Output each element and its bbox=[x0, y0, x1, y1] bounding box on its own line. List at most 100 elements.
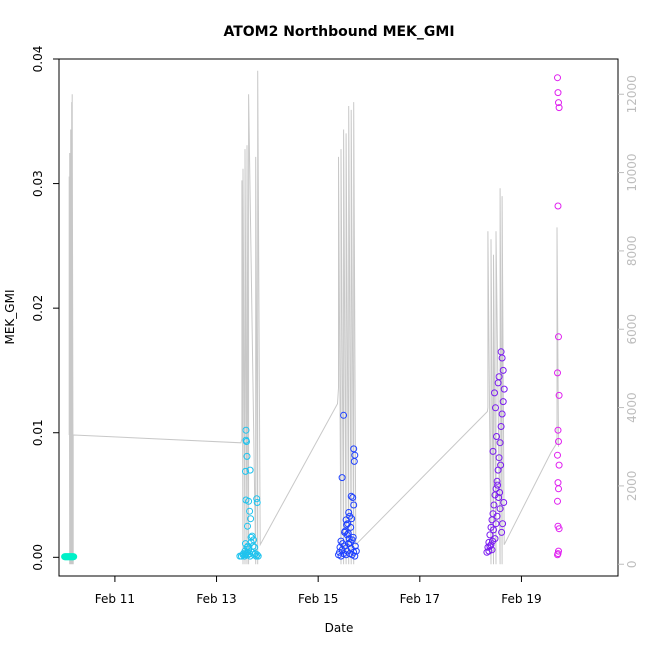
data-point bbox=[498, 528, 506, 536]
data-point bbox=[347, 492, 355, 500]
data-point bbox=[554, 89, 562, 97]
data-point bbox=[350, 457, 358, 465]
data-point bbox=[492, 404, 499, 412]
data-point bbox=[493, 477, 501, 485]
line-series-layer bbox=[68, 70, 559, 565]
data-point bbox=[489, 537, 496, 545]
y-left-tick-label: 0.03 bbox=[31, 170, 45, 197]
data-point bbox=[497, 423, 505, 430]
data-point bbox=[497, 461, 505, 469]
data-point bbox=[244, 542, 252, 550]
data-point bbox=[494, 481, 502, 489]
data-point bbox=[348, 515, 356, 523]
data-point bbox=[495, 454, 503, 462]
data-point bbox=[555, 391, 563, 399]
data-point bbox=[493, 433, 500, 440]
data-point bbox=[554, 497, 561, 505]
plot-box bbox=[58, 58, 619, 577]
data-point bbox=[555, 525, 563, 533]
y-left-tick-label: 0.04 bbox=[31, 46, 45, 73]
points-layer bbox=[61, 74, 563, 561]
data-point bbox=[554, 74, 561, 82]
data-point bbox=[492, 520, 500, 528]
data-point bbox=[352, 547, 360, 555]
y-left-tick-label: 0.01 bbox=[31, 419, 45, 446]
data-point bbox=[554, 451, 561, 459]
data-point bbox=[485, 547, 493, 555]
data-point bbox=[246, 466, 254, 474]
data-point bbox=[495, 373, 503, 381]
data-point bbox=[338, 474, 346, 482]
y-right-tick-label: 8000 bbox=[625, 236, 639, 267]
y-right-tick-label: 10000 bbox=[625, 153, 639, 191]
data-point bbox=[336, 543, 344, 551]
x-tick-label: Feb 13 bbox=[196, 592, 236, 606]
data-point bbox=[499, 520, 507, 528]
data-point bbox=[490, 526, 497, 534]
data-point bbox=[488, 546, 496, 554]
data-point bbox=[253, 551, 261, 559]
data-point bbox=[554, 202, 562, 210]
data-point bbox=[341, 528, 349, 536]
data-point bbox=[344, 530, 352, 538]
data-point bbox=[251, 543, 259, 551]
x-tick-label: Feb 19 bbox=[501, 592, 541, 606]
data-point bbox=[499, 366, 507, 374]
x-tick-label: Feb 17 bbox=[400, 592, 440, 606]
data-point bbox=[554, 551, 561, 559]
data-point bbox=[244, 522, 251, 530]
data-point bbox=[351, 552, 359, 560]
y-axis-right: 0 2000 4000 6000 8000 10000 12000 bbox=[618, 75, 639, 568]
data-point bbox=[489, 447, 497, 455]
data-point bbox=[554, 369, 561, 377]
data-point bbox=[486, 531, 494, 539]
data-point bbox=[487, 541, 495, 549]
y-right-tick-label: 2000 bbox=[625, 471, 639, 502]
data-point bbox=[496, 505, 504, 513]
y-right-tick-label: 12000 bbox=[625, 75, 639, 113]
data-point bbox=[554, 479, 562, 487]
data-point bbox=[348, 536, 356, 544]
data-point bbox=[343, 521, 351, 529]
data-point bbox=[350, 501, 358, 509]
y-axis-label: MEK_GMI bbox=[3, 290, 17, 345]
x-tick-label: Feb 11 bbox=[95, 592, 135, 606]
data-point bbox=[495, 494, 503, 501]
data-point bbox=[492, 485, 500, 493]
data-point bbox=[252, 552, 260, 560]
data-point bbox=[340, 411, 348, 419]
x-axis-label: Date bbox=[325, 621, 354, 635]
data-point bbox=[499, 398, 507, 406]
data-point bbox=[498, 410, 506, 418]
data-point bbox=[250, 536, 258, 544]
data-point bbox=[253, 495, 261, 503]
data-point bbox=[246, 507, 254, 515]
data-point bbox=[555, 547, 562, 555]
y-right-tick-label: 4000 bbox=[625, 392, 639, 423]
data-point bbox=[345, 509, 353, 516]
data-point bbox=[243, 438, 250, 445]
data-point bbox=[248, 532, 256, 540]
x-axis: Feb 11 Feb 13 Feb 15 Feb 17 Feb 19 bbox=[95, 576, 542, 606]
line-series bbox=[68, 70, 559, 565]
y-left-tick-label: 0.02 bbox=[31, 295, 45, 322]
data-point bbox=[498, 354, 506, 362]
y-right-tick-label: 0 bbox=[625, 560, 639, 568]
data-point bbox=[242, 426, 250, 434]
data-point bbox=[242, 467, 249, 475]
data-point bbox=[254, 552, 262, 560]
data-point bbox=[245, 497, 253, 505]
data-point bbox=[555, 461, 563, 469]
y-left-tick-label: 0.00 bbox=[31, 544, 45, 571]
data-point bbox=[500, 385, 508, 393]
data-point bbox=[500, 499, 508, 506]
data-point bbox=[349, 494, 357, 501]
data-point bbox=[555, 333, 562, 341]
data-point bbox=[243, 452, 251, 460]
data-point bbox=[496, 439, 504, 447]
data-point bbox=[70, 553, 78, 561]
y-right-tick-label: 6000 bbox=[625, 314, 639, 345]
y-axis-left: 0.00 0.01 0.02 0.03 0.04 bbox=[31, 46, 59, 571]
data-point bbox=[555, 104, 563, 112]
data-point bbox=[253, 499, 261, 506]
